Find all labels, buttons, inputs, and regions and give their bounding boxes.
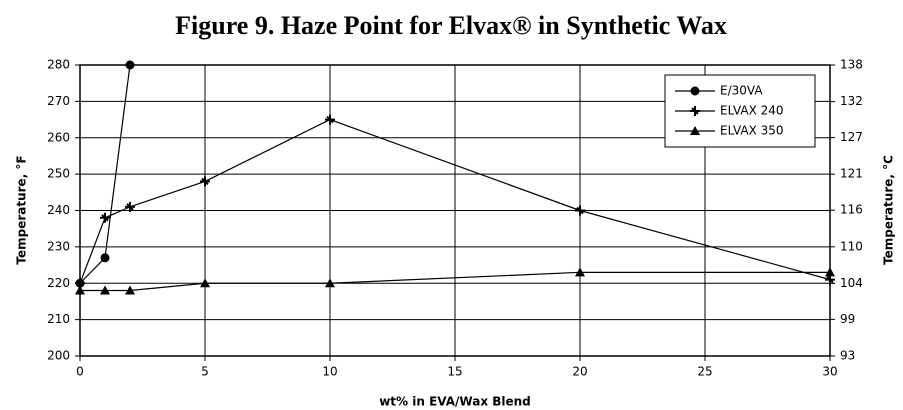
y-axis-title: Temperature, °F	[15, 155, 29, 264]
data-point	[575, 267, 585, 277]
x-tick-label: 25	[697, 365, 712, 379]
chart-title: Figure 9. Haze Point for Elvax® in Synth…	[175, 11, 727, 40]
legend-label: ELVAX 350	[720, 124, 784, 138]
data-point	[75, 285, 85, 295]
y-tick-label: 240	[47, 203, 70, 217]
x-tick-label: 10	[322, 365, 337, 379]
y2-tick-label: 116	[840, 203, 863, 217]
y-tick-label: 220	[47, 276, 70, 290]
legend-marker	[690, 126, 700, 135]
data-point	[100, 253, 110, 263]
legend-label: E/30VA	[720, 84, 763, 98]
data-point	[325, 114, 335, 125]
data-point	[100, 285, 110, 295]
y-tick-label: 200	[47, 349, 70, 363]
data-point	[125, 60, 135, 70]
x-tick-label: 0	[76, 365, 84, 379]
y-tick-label: 270	[47, 94, 70, 108]
y-tick-label: 250	[47, 167, 70, 181]
x-tick-label: 15	[447, 365, 462, 379]
y2-tick-label: 99	[840, 312, 855, 326]
x-tick-label: 30	[822, 365, 837, 379]
data-point	[825, 267, 835, 277]
x-tick-label: 5	[201, 365, 209, 379]
y2-tick-label: 104	[840, 276, 863, 290]
data-point	[325, 278, 335, 288]
y2-tick-label: 127	[840, 130, 863, 144]
data-point	[200, 278, 210, 288]
legend-marker	[690, 86, 700, 96]
data-point	[125, 201, 135, 212]
data-point	[125, 285, 135, 295]
x-axis-title: wt% in EVA/Wax Blend	[379, 395, 531, 409]
y2-tick-label: 110	[840, 239, 863, 253]
y2-axis-title: Temperature, °C	[882, 155, 896, 265]
y-tick-label: 210	[47, 312, 70, 326]
data-point	[200, 176, 210, 187]
y-tick-label: 260	[47, 130, 70, 144]
y2-tick-label: 132	[840, 94, 863, 108]
y2-tick-label: 93	[840, 349, 855, 363]
y2-tick-label: 138	[840, 58, 863, 72]
y-tick-label: 230	[47, 239, 70, 253]
plot-frame	[79, 64, 831, 357]
legend-label: ELVAX 240	[720, 104, 784, 118]
y2-tick-label: 121	[840, 167, 863, 181]
data-point	[575, 205, 585, 216]
y-tick-label: 280	[47, 58, 70, 72]
data-point	[100, 212, 110, 223]
legend-marker	[690, 106, 700, 116]
x-tick-label: 20	[572, 365, 587, 379]
